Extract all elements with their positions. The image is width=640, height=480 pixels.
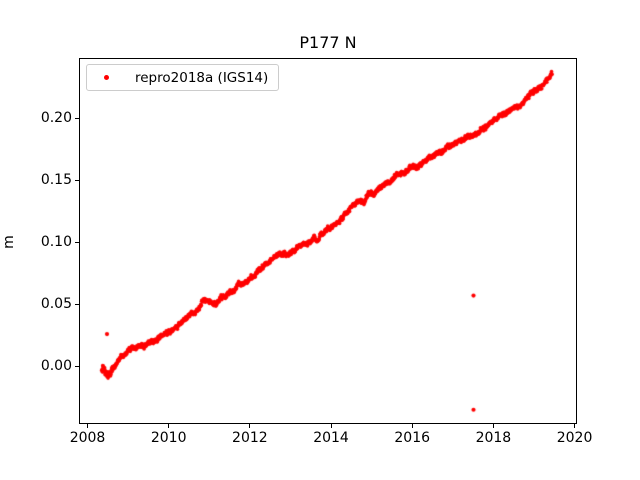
x-tick-mark	[411, 424, 413, 428]
y-tick-mark	[75, 304, 79, 306]
x-tick-mark	[330, 424, 332, 428]
y-tick-mark	[75, 180, 79, 182]
x-tick-label: 2018	[475, 430, 512, 446]
legend-marker-icon	[104, 75, 109, 80]
x-tick-label: 2008	[69, 430, 106, 446]
x-tick-label: 2014	[313, 430, 349, 446]
x-tick-mark	[168, 424, 170, 428]
x-tick-mark	[249, 424, 251, 428]
x-tick-mark	[574, 424, 576, 428]
x-tick-mark	[492, 424, 494, 428]
x-tick-label: 2012	[232, 430, 268, 446]
y-tick-mark	[75, 242, 79, 244]
y-tick-mark	[75, 366, 79, 368]
legend: repro2018a (IGS14)	[86, 64, 279, 91]
plot-area	[79, 58, 577, 424]
x-tick-label: 2020	[556, 430, 593, 446]
y-tick-label: 0.15	[40, 171, 72, 188]
chart-title: P177 N	[299, 33, 357, 52]
x-tick-label: 2010	[150, 430, 187, 446]
y-tick-label: 0.00	[40, 357, 72, 374]
y-tick-label: 0.20	[40, 109, 72, 126]
y-tick-label: 0.05	[40, 295, 72, 312]
y-axis-label: m	[1, 235, 17, 249]
y-tick-label: 0.10	[40, 233, 72, 250]
y-tick-mark	[75, 118, 79, 120]
x-tick-mark	[87, 424, 89, 428]
x-tick-label: 2016	[394, 430, 431, 446]
legend-label: repro2018a (IGS14)	[135, 69, 269, 86]
